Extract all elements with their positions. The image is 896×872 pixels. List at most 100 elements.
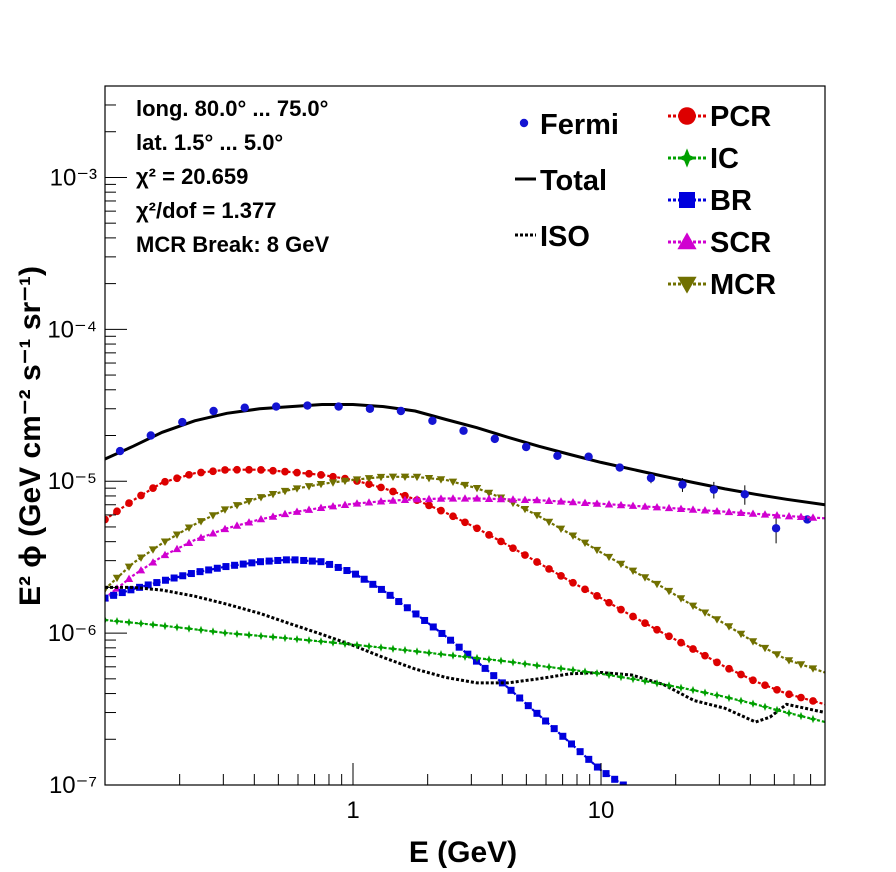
series-mcr <box>105 473 825 674</box>
ic-marker <box>316 637 326 646</box>
br-marker <box>127 586 135 594</box>
scr-marker <box>196 533 206 541</box>
scr-marker <box>736 508 746 516</box>
legend-label: IC <box>710 143 739 175</box>
pcr-marker <box>593 592 601 600</box>
mcr-marker <box>532 512 542 520</box>
fermi-point <box>553 451 562 461</box>
scr-marker <box>340 500 350 508</box>
ic-marker <box>652 679 662 688</box>
info-line: χ² = 20.659 <box>136 164 248 189</box>
scr-marker <box>496 494 506 503</box>
br-marker <box>576 748 584 756</box>
ic-marker <box>712 691 722 700</box>
ic-marker <box>196 625 206 635</box>
legend-marker <box>677 232 697 250</box>
y-tick-label: 10⁻⁴ <box>47 316 97 343</box>
pcr-marker <box>473 524 481 533</box>
pcr-marker <box>425 501 433 510</box>
fermi-point <box>209 406 218 416</box>
ic-marker <box>220 628 230 638</box>
scr-marker <box>676 504 686 512</box>
ic-marker <box>472 653 482 663</box>
pcr-marker <box>365 480 373 489</box>
mcr-marker <box>256 494 266 502</box>
scr-marker <box>124 574 134 582</box>
scr-marker <box>484 494 494 502</box>
pcr-marker <box>761 681 769 690</box>
scr-marker <box>280 509 290 518</box>
br-marker <box>179 572 187 580</box>
mcr-marker <box>736 630 746 639</box>
ic-marker <box>105 615 110 625</box>
scr-marker <box>592 499 602 507</box>
pcr-marker <box>581 585 589 594</box>
br-marker <box>222 563 230 571</box>
br-marker <box>118 589 126 597</box>
x-axis-title: E (GeV) <box>409 836 517 869</box>
pcr-marker <box>305 469 313 478</box>
scr-marker <box>400 495 410 504</box>
info-line: long. 80.0° ... 75.0° <box>136 96 328 121</box>
info-line: MCR Break: 8 GeV <box>136 232 330 257</box>
mcr-marker <box>124 563 134 572</box>
pcr-marker <box>461 518 469 527</box>
info-line: lat. 1.5° ... 5.0° <box>136 130 283 155</box>
br-marker <box>472 657 480 665</box>
br-marker <box>559 732 567 740</box>
fermi-point <box>271 402 281 411</box>
scr-marker <box>328 502 338 510</box>
pcr-marker <box>569 578 577 587</box>
scr-marker <box>508 495 518 503</box>
ic-line <box>105 618 825 724</box>
br-marker <box>593 763 601 771</box>
ic-marker <box>388 644 398 653</box>
br-marker <box>481 664 489 672</box>
mcr-marker <box>748 638 758 646</box>
br-marker <box>334 563 342 571</box>
ic-marker <box>808 714 818 724</box>
pcr-marker <box>641 619 649 627</box>
ic-marker <box>292 635 302 644</box>
y-tick-label: 10⁻⁵ <box>48 468 97 495</box>
series-iso <box>105 585 825 724</box>
br-marker <box>231 561 239 569</box>
br-marker <box>516 694 524 702</box>
mcr-marker <box>352 476 362 484</box>
mcr-marker <box>268 491 278 499</box>
br-marker <box>308 557 316 565</box>
pcr-marker <box>209 467 217 476</box>
pcr-marker <box>125 499 133 507</box>
scr-marker <box>412 495 422 503</box>
pcr-marker <box>269 466 277 475</box>
pcr-marker <box>317 470 325 479</box>
scr-marker <box>388 496 398 504</box>
br-marker <box>153 579 161 587</box>
mcr-marker <box>148 546 158 554</box>
legend-label: Fermi <box>540 109 619 141</box>
br-marker <box>110 591 118 599</box>
ic-marker <box>460 652 470 661</box>
ic-marker <box>748 699 758 708</box>
ic-marker <box>772 705 782 715</box>
scr-marker <box>244 518 254 526</box>
mcr-marker <box>520 505 530 514</box>
br-marker <box>567 740 575 748</box>
scr-marker <box>148 558 158 566</box>
fermi-point <box>678 480 687 489</box>
br-marker <box>136 583 144 591</box>
ic-marker <box>604 670 614 680</box>
scr-marker <box>688 505 698 513</box>
mcr-marker <box>424 475 434 483</box>
scr-marker <box>580 498 590 507</box>
fermi-point <box>146 431 156 440</box>
pcr-marker <box>617 605 625 614</box>
ic-marker <box>688 685 698 695</box>
br-marker <box>403 604 411 612</box>
pcr-marker <box>773 685 781 694</box>
scr-line <box>105 497 825 599</box>
br-marker <box>533 709 541 717</box>
mcr-marker <box>112 574 122 583</box>
br-marker <box>490 672 498 680</box>
br-marker <box>602 770 610 778</box>
